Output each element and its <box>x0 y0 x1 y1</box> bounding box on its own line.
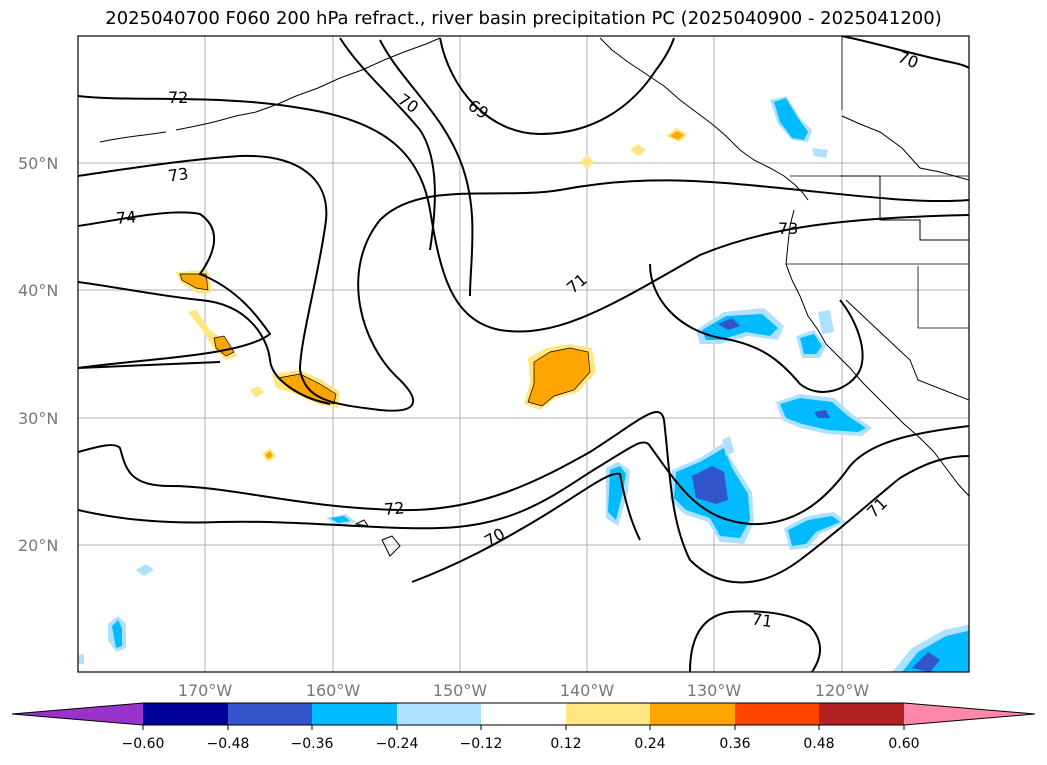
precip-negative-areas <box>78 96 969 672</box>
contour-label: 73 <box>167 164 190 186</box>
colorbar-swatch <box>143 703 228 725</box>
colorbar-tick-label: −0.24 <box>376 736 419 752</box>
colorbar-tick-label: −0.60 <box>122 736 165 752</box>
borders <box>786 36 969 329</box>
colorbar-swatch <box>312 703 397 725</box>
colorbar-swatch <box>819 703 904 725</box>
colorbar-swatch <box>397 703 481 725</box>
map-panel[interactable]: 72 73 74 70 69 70 73 71 72 70 71 71 <box>74 35 972 673</box>
lat-label-20n: 20°N <box>18 536 58 555</box>
contour-label: 71 <box>751 609 774 631</box>
latitude-labels: 50°N 40°N 30°N 20°N <box>18 154 58 555</box>
precip-positive-areas <box>176 128 688 462</box>
lon-label-130w: 130°W <box>687 681 742 700</box>
colorbar-tick-label: 0.36 <box>719 736 750 752</box>
colorbar-tick-label: −0.12 <box>460 736 503 752</box>
contour-label: 73 <box>778 219 798 238</box>
colorbar-tick-label: 0.60 <box>888 736 919 752</box>
contour-label: 74 <box>115 207 137 228</box>
colorbar-swatch <box>566 703 650 725</box>
colorbar: −0.60 −0.48 −0.36 −0.24 −0.12 0.12 0.24 … <box>11 702 1036 752</box>
map-frame <box>77 35 970 673</box>
colorbar-swatch <box>735 703 819 725</box>
lon-label-120w: 120°W <box>815 681 870 700</box>
lon-label-160w: 160°W <box>306 681 361 700</box>
colorbar-tick-label: 0.24 <box>634 736 665 752</box>
colorbar-swatch <box>481 703 566 725</box>
lon-label-140w: 140°W <box>560 681 615 700</box>
longitude-labels: 170°W 160°W 150°W 140°W 130°W 120°W <box>178 681 870 700</box>
colorbar-tick-label: −0.48 <box>207 736 250 752</box>
lat-label-40n: 40°N <box>18 281 58 300</box>
contour-label: 72 <box>383 498 405 519</box>
colorbar-tick-label: 0.48 <box>803 736 834 752</box>
contour-label: 72 <box>168 88 188 107</box>
colorbar-swatch <box>12 703 143 725</box>
lon-label-170w: 170°W <box>178 681 233 700</box>
lat-label-30n: 30°N <box>18 409 58 428</box>
colorbar-swatch <box>650 703 735 725</box>
lat-label-50n: 50°N <box>18 154 58 173</box>
map-title: 2025040700 F060 200 hPa refract., river … <box>105 8 942 29</box>
lon-label-150w: 150°W <box>433 681 488 700</box>
refractivity-contours <box>78 36 969 672</box>
colorbar-tick-label: −0.36 <box>291 736 334 752</box>
colorbar-swatch <box>228 703 312 725</box>
colorbar-swatch <box>904 703 1035 725</box>
colorbar-tick-label: 0.12 <box>550 736 581 752</box>
